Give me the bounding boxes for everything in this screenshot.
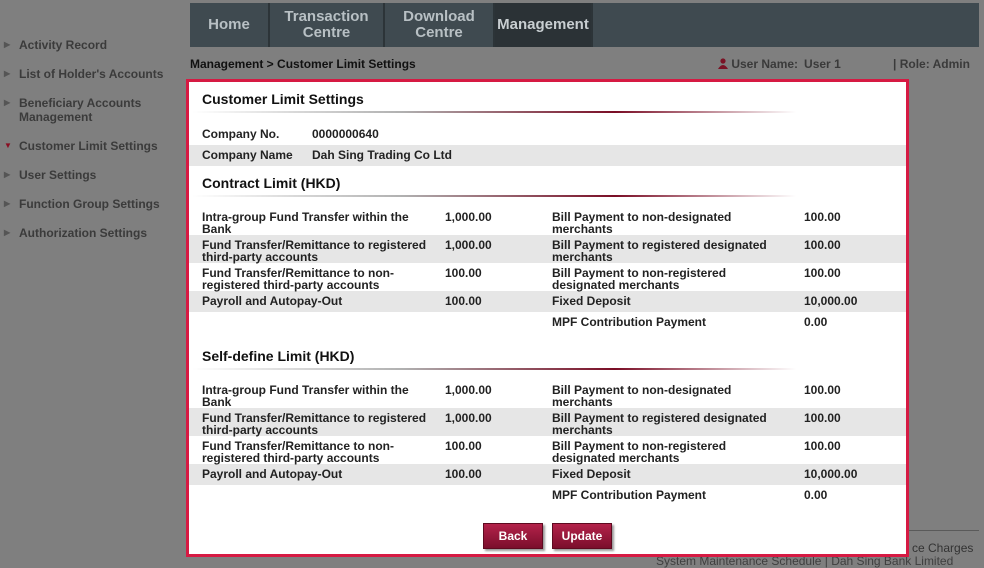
user-icon bbox=[718, 58, 728, 69]
limit-value: 1,000.00 bbox=[445, 210, 492, 224]
limit-value: 10,000.00 bbox=[804, 294, 858, 308]
limit-value: 0.00 bbox=[804, 488, 828, 502]
sidebar-item[interactable]: Authorization Settings bbox=[4, 226, 179, 240]
section-title: Contract Limit (HKD) bbox=[202, 175, 341, 191]
limit-label: Bill Payment to non-registered designate… bbox=[552, 266, 727, 292]
limit-row: MPF Contribution Payment 0.00 bbox=[189, 312, 906, 333]
limit-row: Fund Transfer/Remittance to registered t… bbox=[189, 235, 906, 263]
sidebar-item[interactable]: Customer Limit Settings bbox=[4, 139, 179, 153]
limit-label: Fund Transfer/Remittance to registered t… bbox=[202, 238, 427, 264]
limit-value: 100.00 bbox=[804, 439, 841, 453]
sidebar-item[interactable]: User Settings bbox=[4, 168, 179, 182]
limit-value: 100.00 bbox=[445, 266, 482, 280]
field-label: Company Name bbox=[202, 148, 293, 162]
divider bbox=[192, 368, 796, 370]
limit-label: Fund Transfer/Remittance to non-register… bbox=[202, 266, 395, 292]
limit-label: Intra-group Fund Transfer within the Ban… bbox=[202, 210, 409, 236]
breadcrumb: Management > Customer Limit Settings bbox=[190, 57, 416, 71]
sidebar-item[interactable]: List of Holder's Accounts bbox=[4, 67, 179, 81]
field-value: 0000000640 bbox=[312, 127, 379, 141]
limit-row: Intra-group Fund Transfer within the Ban… bbox=[189, 207, 906, 235]
limit-value: 100.00 bbox=[804, 238, 841, 252]
limit-label: Bill Payment to non-designated merchants bbox=[552, 383, 732, 409]
limit-row: Fund Transfer/Remittance to non-register… bbox=[189, 263, 906, 291]
field-label: Company No. bbox=[202, 127, 280, 141]
button-bar: Back Update bbox=[483, 523, 612, 549]
user-label: User Name: bbox=[731, 57, 799, 71]
limit-value: 100.00 bbox=[804, 411, 841, 425]
limit-value: 0.00 bbox=[804, 315, 828, 329]
limit-label: Payroll and Autopay-Out bbox=[202, 467, 343, 481]
nav-tab[interactable]: Download Centre bbox=[385, 3, 495, 47]
nav-bar: Home Transaction Centre Download Centre Man… bbox=[190, 3, 979, 47]
limit-value bbox=[445, 316, 552, 333]
footer-line bbox=[909, 530, 979, 531]
limit-row: Fund Transfer/Remittance to registered t… bbox=[189, 408, 906, 436]
limit-value: 1,000.00 bbox=[445, 238, 492, 252]
limit-value: 100.00 bbox=[445, 294, 482, 308]
limit-label bbox=[189, 316, 445, 333]
limit-row: MPF Contribution Payment 0.00 bbox=[189, 485, 906, 506]
limit-label: MPF Contribution Payment bbox=[552, 315, 706, 329]
limit-label: Fixed Deposit bbox=[552, 467, 631, 481]
sidebar-item[interactable]: Beneficiary Accounts Management bbox=[4, 96, 179, 124]
spacer bbox=[189, 113, 906, 124]
limit-value: 100.00 bbox=[804, 266, 841, 280]
limit-label: Fixed Deposit bbox=[552, 294, 631, 308]
section-title: Self-define Limit (HKD) bbox=[202, 348, 355, 364]
button[interactable]: Update bbox=[552, 523, 612, 549]
limit-value: 10,000.00 bbox=[804, 467, 858, 481]
limit-value: 100.00 bbox=[445, 439, 482, 453]
limit-label: Intra-group Fund Transfer within the Ban… bbox=[202, 383, 409, 409]
user-info: User Name: User 1 bbox=[718, 57, 847, 71]
nav-tab[interactable]: Home bbox=[190, 3, 270, 47]
divider bbox=[192, 111, 796, 113]
sidebar-item[interactable]: Function Group Settings bbox=[4, 197, 179, 211]
limit-label: Bill Payment to registered designated me… bbox=[552, 238, 767, 264]
limit-label: Fund Transfer/Remittance to non-register… bbox=[202, 439, 395, 465]
limit-row: Fund Transfer/Remittance to non-register… bbox=[189, 436, 906, 464]
limit-value: 100.00 bbox=[445, 467, 482, 481]
dialog: Customer Limit Settings Company No. 000000… bbox=[186, 79, 909, 557]
user-name: User 1 bbox=[804, 57, 841, 71]
divider bbox=[192, 195, 796, 197]
limit-label: MPF Contribution Payment bbox=[552, 488, 706, 502]
company-row: Company Name Dah Sing Trading Co Ltd bbox=[189, 145, 906, 166]
limit-label: Fund Transfer/Remittance to registered t… bbox=[202, 411, 427, 437]
nav-tab[interactable]: Transaction Centre bbox=[270, 3, 385, 47]
limit-label bbox=[189, 489, 445, 506]
limit-value: 100.00 bbox=[804, 210, 841, 224]
field-value: Dah Sing Trading Co Ltd bbox=[312, 148, 452, 162]
limit-value: 1,000.00 bbox=[445, 383, 492, 397]
limit-label: Bill Payment to non-registered designate… bbox=[552, 439, 727, 465]
user-role: | Role: Admin bbox=[893, 57, 970, 71]
footer-link[interactable]: ce Charges bbox=[912, 541, 974, 555]
company-row: Company No. 0000000640 bbox=[189, 124, 906, 145]
limit-value: 1,000.00 bbox=[445, 411, 492, 425]
limit-row: Payroll and Autopay-Out 100.00 Fixed Depos… bbox=[189, 464, 906, 485]
button[interactable]: Back bbox=[483, 523, 543, 549]
limit-value bbox=[445, 489, 552, 506]
limit-row: Payroll and Autopay-Out 100.00 Fixed Depos… bbox=[189, 291, 906, 312]
nav-tab[interactable]: Management bbox=[495, 3, 593, 47]
dialog-title: Customer Limit Settings bbox=[202, 91, 364, 107]
limit-label: Bill Payment to registered designated me… bbox=[552, 411, 767, 437]
spacer bbox=[189, 197, 906, 207]
sidebar-item[interactable]: Activity Record bbox=[4, 38, 179, 52]
limit-value: 100.00 bbox=[804, 383, 841, 397]
spacer bbox=[189, 370, 906, 380]
sidebar: Activity Record List of Holder's Accounts… bbox=[4, 38, 179, 255]
limit-row: Intra-group Fund Transfer within the Ban… bbox=[189, 380, 906, 408]
limit-label: Bill Payment to non-designated merchants bbox=[552, 210, 732, 236]
limit-label: Payroll and Autopay-Out bbox=[202, 294, 343, 308]
